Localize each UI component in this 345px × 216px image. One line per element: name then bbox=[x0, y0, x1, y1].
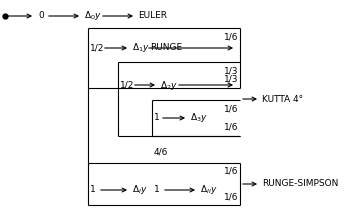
Text: 1/2: 1/2 bbox=[90, 43, 105, 52]
Text: 1/6: 1/6 bbox=[224, 32, 238, 41]
Text: 1/3: 1/3 bbox=[224, 66, 238, 75]
Text: $\Delta_3 y$: $\Delta_3 y$ bbox=[190, 111, 208, 124]
Text: 4/6: 4/6 bbox=[154, 148, 168, 157]
Text: 1/6: 1/6 bbox=[224, 167, 238, 176]
Text: $\Delta_0 y$: $\Delta_0 y$ bbox=[84, 10, 102, 22]
Text: 1/6: 1/6 bbox=[224, 192, 238, 201]
Text: 1/6: 1/6 bbox=[224, 123, 238, 132]
Text: 1/6: 1/6 bbox=[224, 104, 238, 113]
Text: 1/2: 1/2 bbox=[120, 81, 134, 89]
Text: EULER: EULER bbox=[138, 11, 167, 21]
Text: $\Delta_1 y$: $\Delta_1 y$ bbox=[132, 41, 150, 54]
Text: 1: 1 bbox=[90, 186, 96, 194]
Text: 1: 1 bbox=[154, 186, 160, 194]
Text: 0: 0 bbox=[38, 11, 44, 21]
Text: KUTTA 4°: KUTTA 4° bbox=[262, 95, 303, 103]
Text: $\Delta_{I} y$: $\Delta_{I} y$ bbox=[132, 184, 148, 197]
Text: $\Delta_2 y$: $\Delta_2 y$ bbox=[160, 78, 178, 92]
Text: $\Delta_{II} y$: $\Delta_{II} y$ bbox=[200, 184, 218, 197]
Text: RUNGE-SIMPSON: RUNGE-SIMPSON bbox=[262, 179, 338, 189]
Text: 1: 1 bbox=[154, 113, 160, 122]
Text: RUNGE: RUNGE bbox=[150, 43, 182, 52]
Text: 1/3: 1/3 bbox=[224, 75, 238, 84]
